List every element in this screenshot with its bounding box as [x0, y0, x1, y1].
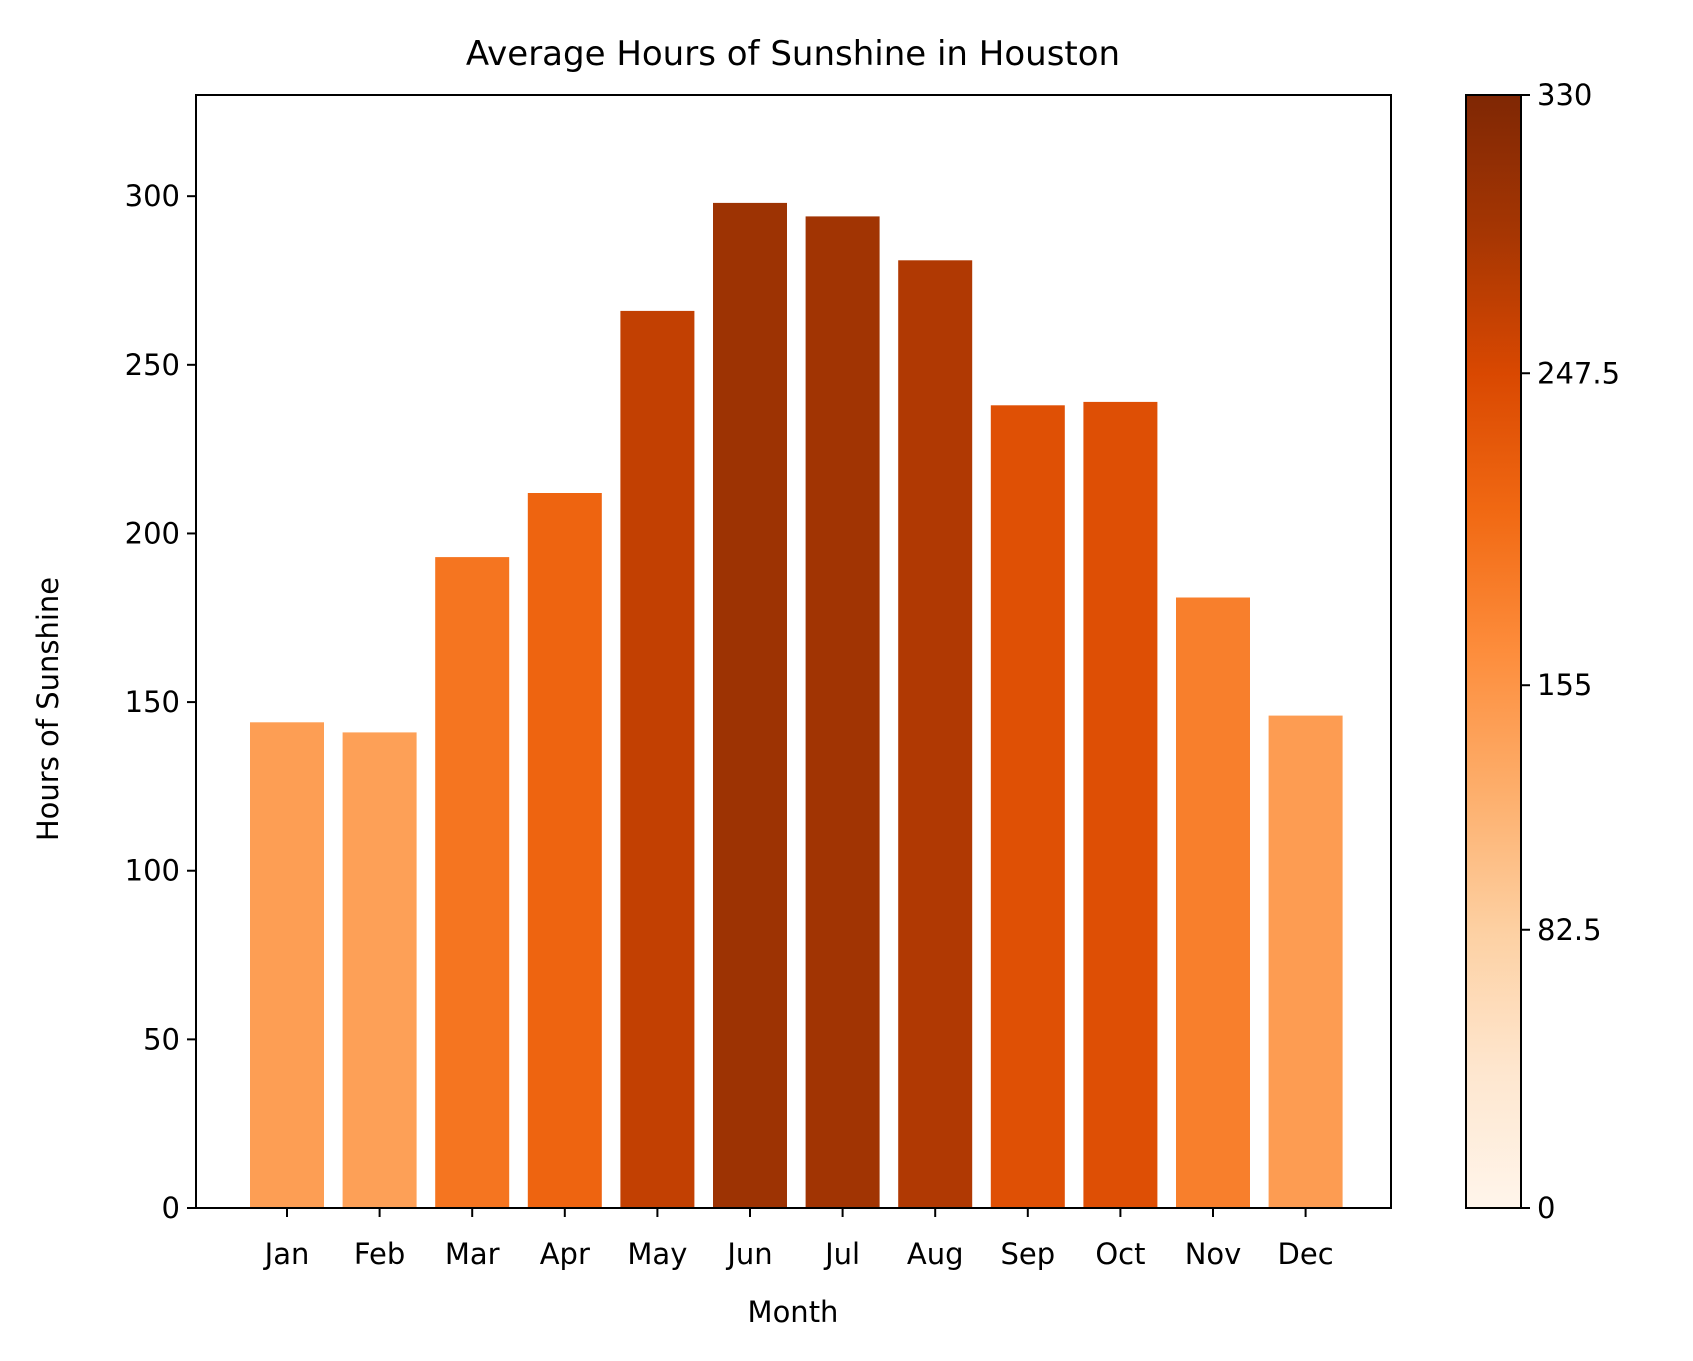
bar-jun — [713, 202, 787, 1208]
y-tick-label: 300 — [125, 179, 180, 213]
bar-may — [620, 310, 695, 1208]
bars-layer — [250, 202, 1343, 1208]
x-tick-label: Jul — [823, 1237, 860, 1271]
y-tick-label: 100 — [125, 854, 180, 888]
colorbar-ticks: 0 82.5 155 247.5 330 — [1521, 78, 1620, 1225]
colorbar-tick-label: 0 — [1537, 1191, 1555, 1225]
x-tick-label: Jun — [725, 1237, 772, 1271]
y-axis-label: Hours of Sunshine — [31, 577, 65, 841]
plot-frame — [195, 94, 1392, 1209]
bar-nov — [1176, 597, 1250, 1208]
colorbar-tick-label: 155 — [1537, 668, 1592, 702]
x-tick-label: Mar — [445, 1237, 500, 1271]
bar-apr — [527, 493, 602, 1208]
colorbar — [1465, 94, 1522, 1209]
bar-oct — [1083, 401, 1158, 1208]
x-tick-label: May — [627, 1237, 687, 1271]
bar-aug — [898, 260, 973, 1208]
y-tick-label: 50 — [143, 1022, 180, 1056]
bar-feb — [342, 732, 417, 1208]
x-tick-label: Oct — [1095, 1237, 1145, 1271]
bar-mar — [435, 557, 510, 1208]
y-tick-label: 0 — [162, 1191, 180, 1225]
colorbar-tick-label: 247.5 — [1537, 356, 1620, 390]
y-tick-label: 200 — [125, 516, 180, 550]
x-tick-label: Sep — [1000, 1237, 1055, 1271]
colorbar-tick-label: 330 — [1537, 78, 1592, 112]
x-tick-label: Aug — [907, 1237, 964, 1271]
bar-dec — [1268, 715, 1343, 1208]
x-axis-label: Month — [748, 1295, 839, 1329]
x-tick-label: Nov — [1185, 1237, 1242, 1271]
bar-sep — [990, 405, 1065, 1208]
chart-title: Average Hours of Sunshine in Houston — [466, 34, 1120, 74]
y-tick-label: 150 — [125, 685, 180, 719]
x-tick-label: Feb — [354, 1237, 405, 1271]
x-axis-ticks: Jan Feb Mar Apr May Jun Jul Aug Sep Oct Nov Dec — [263, 1208, 1334, 1271]
x-tick-label: Jan — [263, 1237, 310, 1271]
x-tick-label: Dec — [1278, 1237, 1334, 1271]
x-tick-label: Apr — [540, 1237, 590, 1271]
bar-jan — [250, 722, 324, 1208]
colorbar-tick-label: 82.5 — [1537, 913, 1602, 947]
y-axis-ticks: 0 50 100 150 200 250 300 — [125, 179, 196, 1225]
bar-jul — [805, 216, 880, 1208]
y-tick-label: 250 — [125, 348, 180, 382]
